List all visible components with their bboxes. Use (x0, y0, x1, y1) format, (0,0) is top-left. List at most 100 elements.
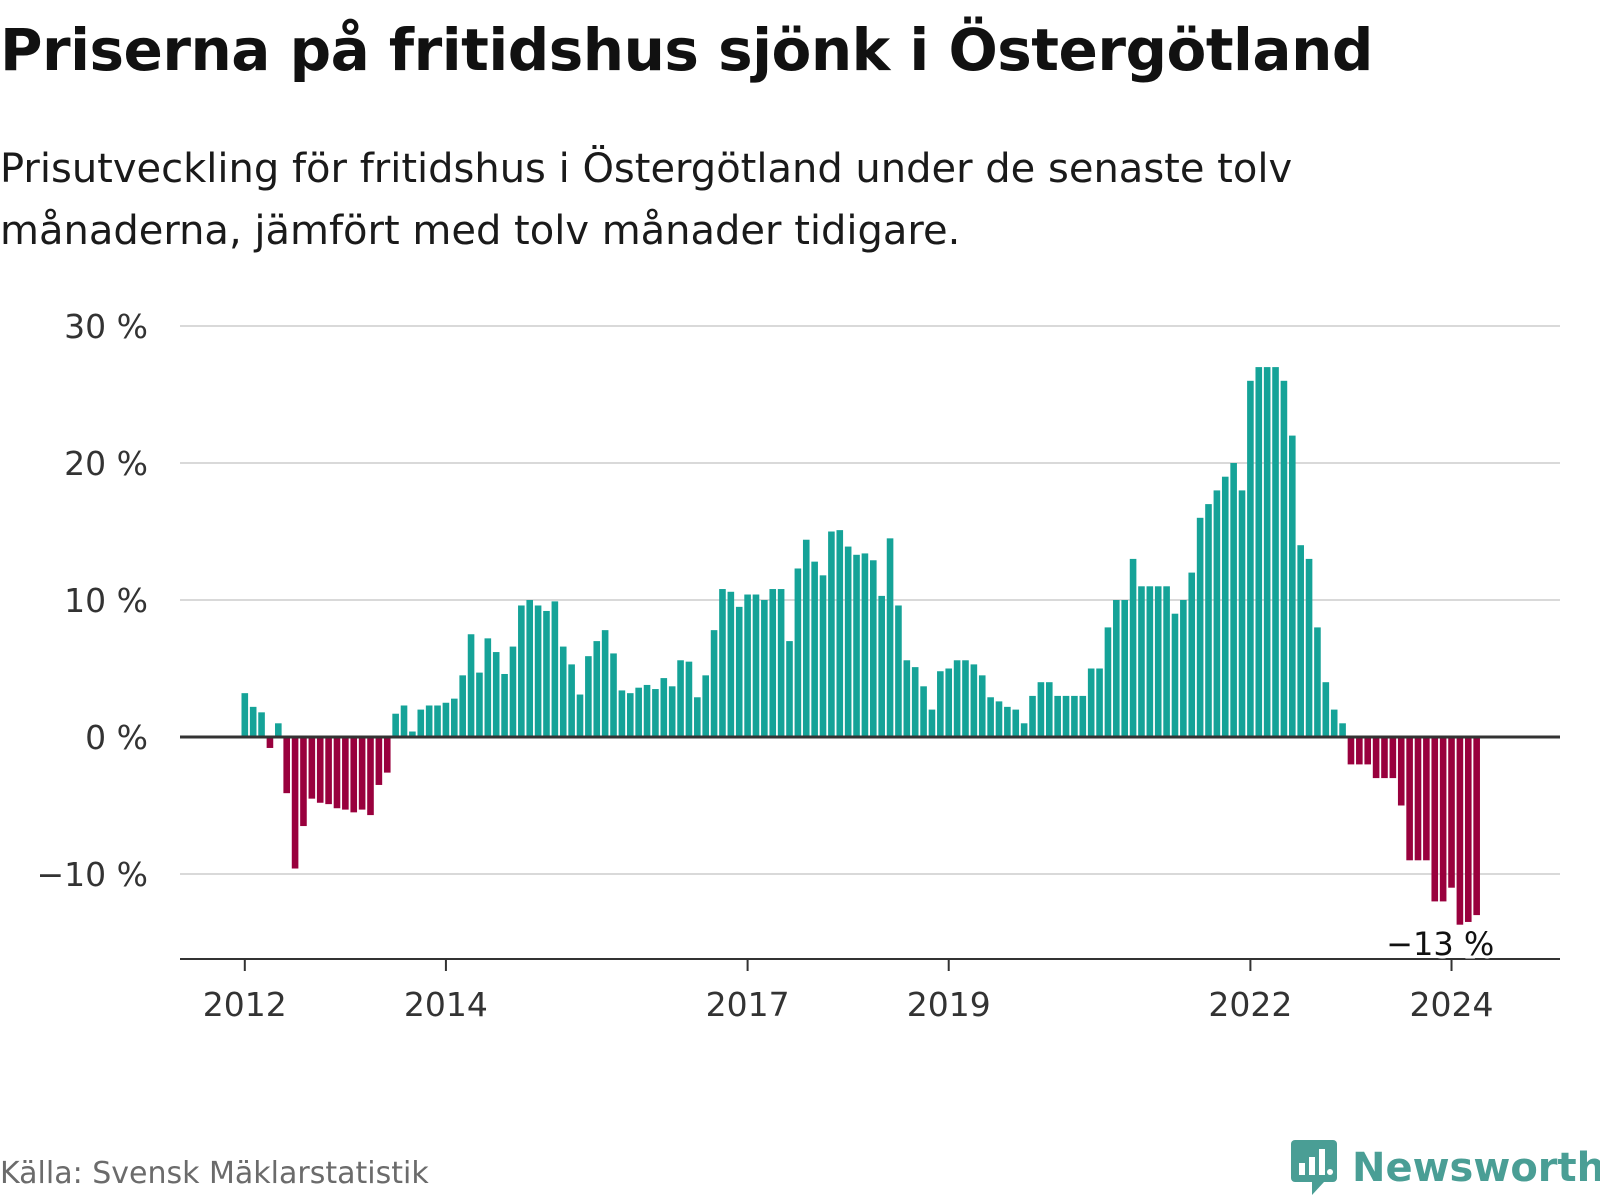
bar (1347, 737, 1355, 765)
bar (878, 595, 885, 737)
bar (1263, 367, 1271, 737)
x-tick-label: 2014 (404, 985, 488, 1024)
bar (551, 601, 559, 737)
bar (1238, 490, 1246, 737)
bar (1272, 367, 1279, 737)
bars (241, 367, 1480, 925)
bar (291, 737, 299, 869)
chart-subtitle: Prisutveckling för fritidshus i Östergöt… (0, 146, 1293, 254)
bar (1423, 737, 1430, 861)
bar (492, 652, 500, 737)
bar (995, 701, 1003, 737)
bar (643, 684, 651, 737)
bar (1087, 668, 1095, 737)
bar (467, 634, 475, 737)
bar (802, 539, 810, 737)
bar (1104, 627, 1112, 737)
bar (358, 737, 366, 810)
bar (626, 693, 634, 737)
bar (928, 709, 936, 737)
bar (987, 697, 994, 737)
bar (710, 630, 718, 737)
x-axis-labels: 2012 2014 2017 2019 2022 2024 (203, 985, 1494, 1024)
bar (1473, 737, 1480, 916)
bar (903, 660, 911, 737)
bar (375, 737, 383, 785)
bar (1330, 709, 1338, 737)
bar (870, 560, 877, 737)
bar (308, 737, 316, 799)
bar (752, 594, 760, 737)
bar (945, 668, 953, 737)
bar (1221, 476, 1229, 737)
bar (635, 687, 642, 737)
bar (409, 731, 416, 737)
x-tick-label: 2022 (1208, 985, 1292, 1024)
bar (593, 641, 601, 737)
bar (970, 664, 978, 737)
brand-name: Newsworthy (1352, 1145, 1600, 1191)
bar (1339, 723, 1346, 737)
bar (1322, 682, 1330, 737)
bar (1146, 586, 1154, 737)
y-tick-label: 20 % (64, 444, 148, 483)
bar (1121, 600, 1128, 737)
bar (1213, 490, 1221, 737)
bar (275, 723, 282, 737)
bar (1247, 380, 1254, 737)
bar (501, 673, 508, 737)
bar (861, 553, 869, 737)
bar (509, 646, 517, 737)
x-tick-label: 2024 (1410, 985, 1494, 1024)
bar (1314, 627, 1321, 737)
bar (953, 660, 961, 737)
bar (1364, 737, 1372, 765)
bar (1381, 737, 1388, 779)
bar (1414, 737, 1422, 861)
bar (459, 675, 466, 737)
annotation: −13 % (1383, 922, 1497, 966)
axes (180, 735, 1560, 971)
bar (652, 689, 659, 737)
bar (937, 671, 944, 737)
bar (777, 589, 785, 737)
bar (425, 705, 433, 737)
bar (1255, 367, 1263, 737)
bar (1464, 737, 1472, 922)
bar (769, 589, 777, 737)
bar (677, 660, 684, 737)
bar (962, 660, 969, 737)
bar (1045, 682, 1053, 737)
bar (1389, 737, 1397, 779)
bar (300, 737, 307, 827)
bar (911, 667, 919, 737)
bar (1079, 695, 1087, 737)
bar (325, 737, 332, 805)
bar (668, 686, 676, 737)
bar (451, 698, 458, 737)
y-tick-label: 30 % (64, 307, 148, 346)
bar (367, 737, 374, 816)
bar (660, 678, 668, 737)
y-tick-label: −10 % (37, 855, 149, 894)
bar (417, 709, 425, 737)
bar (610, 653, 617, 737)
bar (895, 605, 902, 737)
bar (601, 630, 609, 737)
bar (392, 713, 399, 737)
bar (1456, 737, 1464, 925)
bar (1280, 380, 1288, 737)
bar (1305, 558, 1313, 737)
x-tick-label: 2012 (203, 985, 287, 1024)
bar (585, 656, 592, 737)
bar (978, 675, 986, 737)
bar (576, 694, 584, 737)
bar (1020, 723, 1028, 737)
bar (1096, 668, 1103, 737)
bar (333, 737, 341, 809)
bar (1171, 613, 1179, 737)
bar (828, 531, 835, 737)
chart-title: Priserna på fritidshus sjönk i Östergötl… (0, 16, 1373, 84)
bar (1289, 435, 1296, 737)
bar (1054, 695, 1061, 737)
